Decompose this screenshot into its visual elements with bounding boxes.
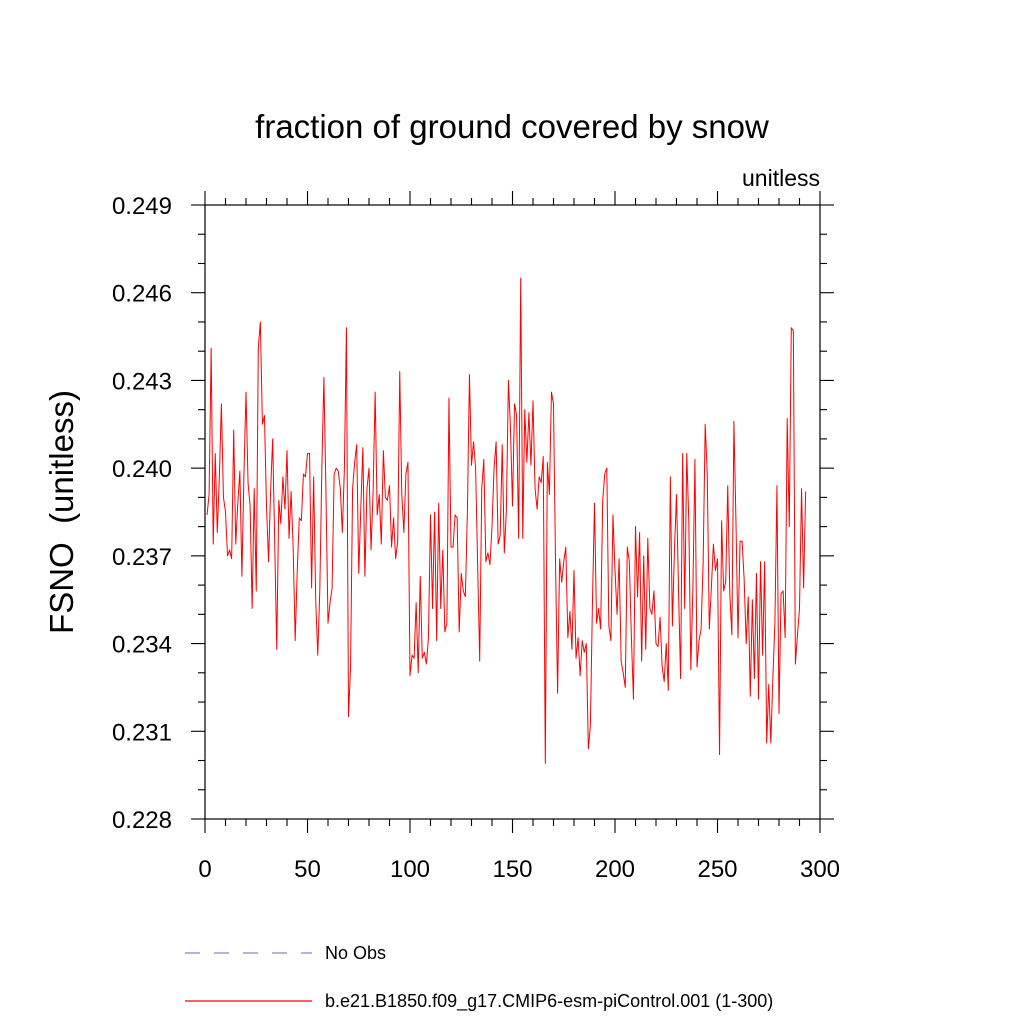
legend: No Obs b.e21.B1850.f09_g17.CMIP6-esm-piC… <box>185 943 773 1012</box>
y-tick-label: 0.249 <box>112 193 172 220</box>
y-tick-label: 0.234 <box>112 632 172 659</box>
series-line-0 <box>206 277 807 764</box>
x-tick-label: 0 <box>198 856 211 883</box>
x-tick-label: 50 <box>294 856 321 883</box>
chart-title: fraction of ground covered by snow <box>255 108 769 145</box>
legend-label-no-obs: No Obs <box>325 943 386 963</box>
y-tick-label: 0.246 <box>112 281 172 308</box>
y-tick-label: 0.243 <box>112 368 172 395</box>
plot-area: 0 50 100 150 200 250 300 0.228 0.231 0.234 0.237 0.… <box>112 191 840 883</box>
legend-label-model-run: b.e21.B1850.f09_g17.CMIP6-esm-piControl.… <box>325 991 773 1012</box>
y-tick-label: 0.237 <box>112 544 172 571</box>
x-tick-label: 200 <box>595 856 635 883</box>
x-tick-label: 100 <box>390 856 430 883</box>
y-tick-label: 0.228 <box>112 807 172 834</box>
y-axis-title: FSNO (unitless) <box>43 390 80 634</box>
x-tick-label: 250 <box>697 856 737 883</box>
x-tick-label: 300 <box>800 856 840 883</box>
y-tick-label: 0.240 <box>112 456 172 483</box>
units-label: unitless <box>742 165 820 191</box>
x-tick-label: 150 <box>492 856 532 883</box>
y-tick-label: 0.231 <box>112 719 172 746</box>
